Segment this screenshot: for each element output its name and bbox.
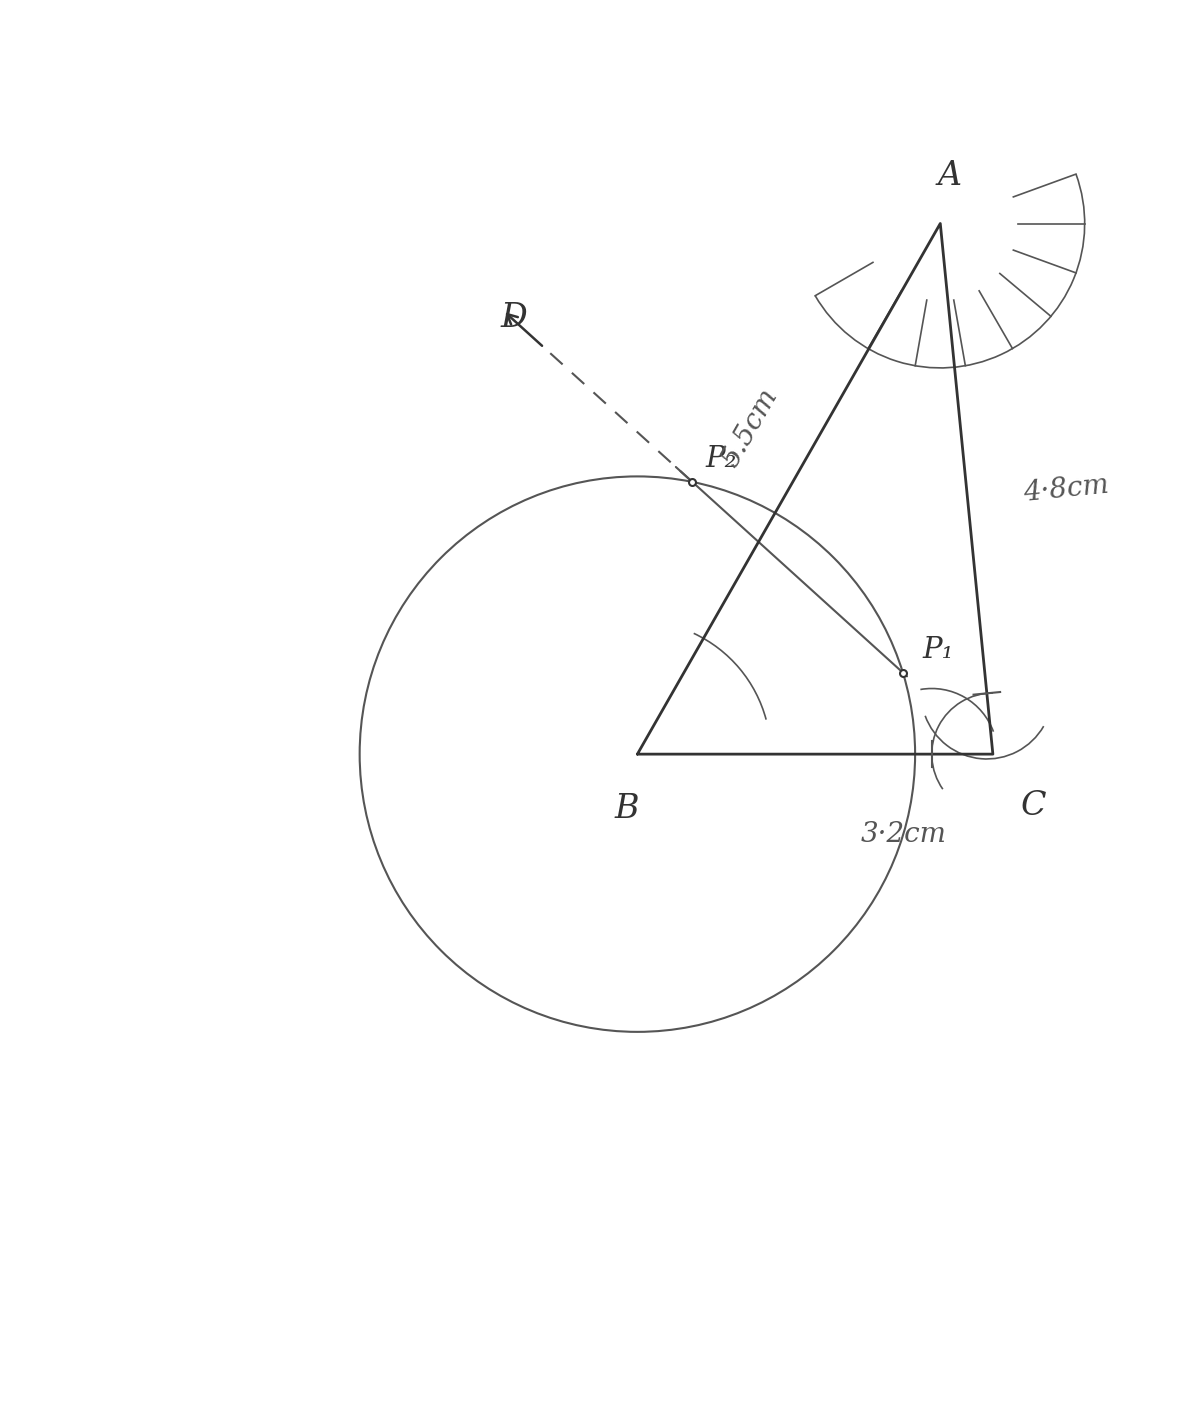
Text: A: A bbox=[937, 161, 961, 192]
Text: P₂: P₂ bbox=[706, 445, 737, 474]
Text: C: C bbox=[1021, 789, 1046, 822]
Text: 5.5cm: 5.5cm bbox=[717, 384, 783, 472]
Text: 4·8cm: 4·8cm bbox=[1022, 471, 1111, 506]
Text: 3·2cm: 3·2cm bbox=[861, 820, 947, 848]
Text: P₁: P₁ bbox=[923, 636, 954, 664]
Text: D: D bbox=[500, 303, 528, 334]
Text: B: B bbox=[614, 793, 638, 825]
